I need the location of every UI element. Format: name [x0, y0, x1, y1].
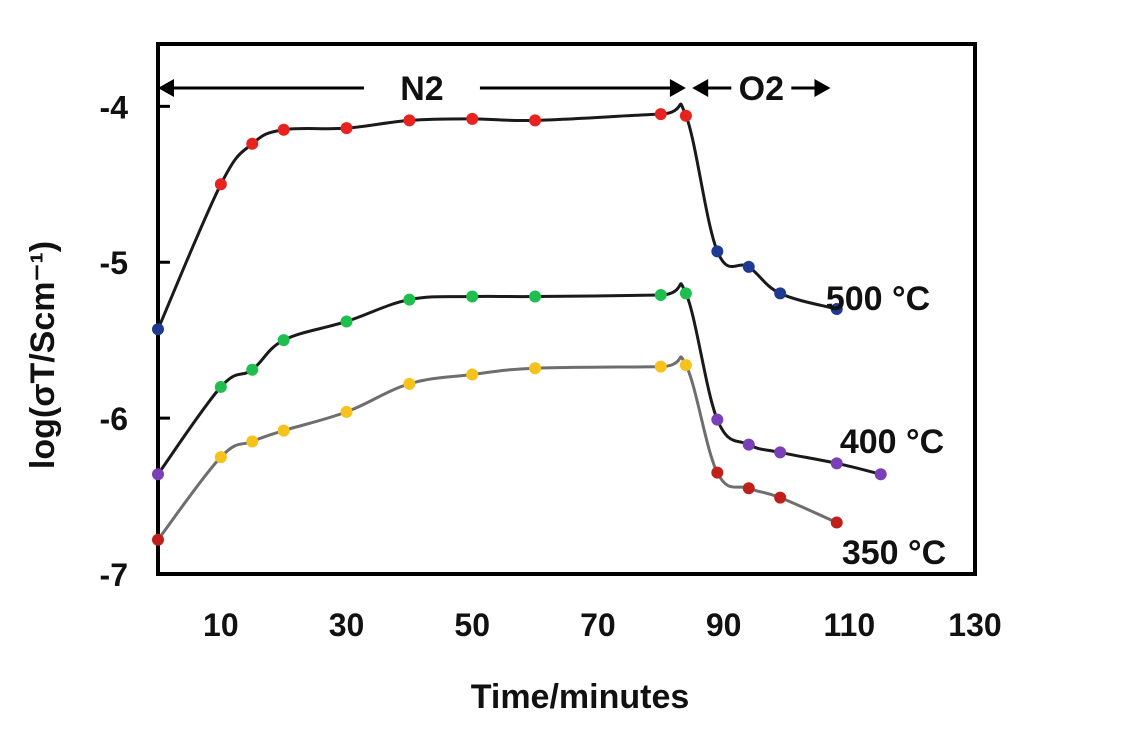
data-point	[403, 114, 416, 127]
data-point	[277, 424, 290, 437]
data-point	[246, 435, 259, 448]
series-label: 500 °C	[826, 280, 930, 318]
data-point	[340, 405, 353, 418]
data-point	[403, 293, 416, 306]
data-point	[774, 287, 787, 300]
data-point	[246, 137, 259, 150]
series-layer	[152, 102, 887, 546]
x-tick-label: 110	[823, 607, 875, 643]
series-labels: 500 °C 400 °C 350 °C	[826, 280, 946, 572]
data-point	[277, 123, 290, 136]
data-point	[277, 334, 290, 347]
data-point	[466, 112, 479, 125]
y-tick-label: -7	[100, 557, 128, 593]
data-point	[711, 466, 724, 479]
y-axis-ticks: -4 -5 -6 -7	[100, 89, 170, 593]
series-line	[156, 282, 882, 476]
data-point	[830, 516, 843, 529]
phase-arrow-head-right	[814, 79, 831, 97]
phase-label: N2	[400, 70, 443, 108]
series-label: 350 °C	[842, 534, 946, 572]
x-tick-label: 10	[203, 607, 239, 643]
data-point	[403, 377, 416, 390]
data-point	[742, 482, 755, 495]
plot-frame	[156, 42, 977, 576]
data-point	[742, 438, 755, 451]
data-point	[340, 315, 353, 328]
data-point	[654, 288, 667, 301]
series-line	[156, 355, 838, 541]
gas-phase-annotations: N2 O2	[158, 70, 831, 108]
y-tick-label: -6	[100, 401, 128, 437]
data-point	[774, 446, 787, 459]
data-point	[466, 290, 479, 303]
x-axis-ticks: 10 30 50 70 90 110 130	[203, 607, 1002, 643]
y-axis-title: log(σT/Scm⁻¹)	[24, 241, 62, 469]
data-point	[246, 363, 259, 376]
data-point	[774, 491, 787, 504]
data-point	[466, 368, 479, 381]
data-point	[679, 109, 692, 122]
data-point	[830, 303, 843, 315]
y-tick-label: -4	[100, 89, 129, 125]
series-label: 400 °C	[840, 423, 944, 461]
data-point	[679, 359, 692, 372]
x-axis-title: Time/minutes	[471, 678, 690, 716]
phase-arrow-head-left	[158, 79, 174, 97]
data-point	[874, 468, 887, 481]
data-point	[830, 457, 843, 470]
data-point	[654, 360, 667, 373]
data-point	[152, 468, 164, 481]
data-point	[711, 245, 724, 258]
phase-label: O2	[739, 70, 784, 108]
x-tick-label: 50	[454, 607, 490, 643]
data-point	[529, 362, 542, 375]
data-point	[340, 122, 353, 135]
phase-arrow-head-right	[669, 79, 686, 97]
data-point	[152, 323, 164, 336]
data-point	[654, 108, 667, 121]
data-point	[214, 451, 227, 464]
x-tick-label: 30	[329, 607, 365, 643]
data-point	[214, 380, 227, 393]
x-tick-label: 70	[580, 607, 616, 643]
x-tick-label: 130	[948, 607, 1001, 643]
x-tick-label: 90	[706, 607, 742, 643]
data-point	[742, 260, 755, 273]
data-point	[679, 287, 692, 300]
phase-arrow-head-left	[692, 79, 709, 97]
data-point	[711, 413, 724, 426]
data-point	[152, 533, 164, 546]
data-point	[529, 290, 542, 303]
data-point	[529, 114, 542, 127]
y-tick-label: -5	[100, 245, 128, 281]
data-point	[214, 178, 227, 191]
